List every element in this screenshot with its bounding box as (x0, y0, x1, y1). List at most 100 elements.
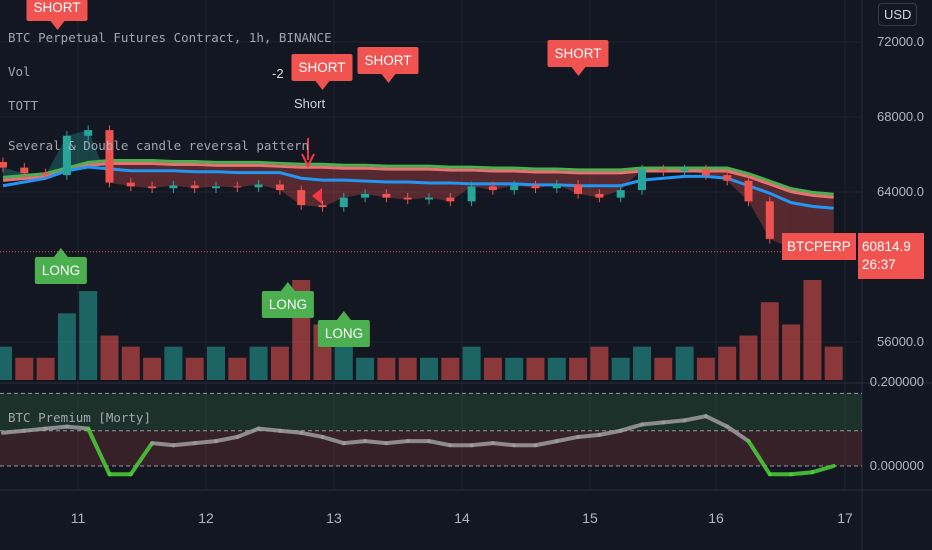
premium-line-segment (810, 464, 836, 475)
candle-body (701, 169, 710, 176)
volume-bar (803, 280, 822, 380)
premium-band-lower (0, 430, 862, 466)
time-tick: 14 (454, 510, 470, 526)
candle-body (41, 173, 50, 176)
legend-pattern[interactable]: Several & Double candle reversal pattern (8, 138, 310, 153)
premium-line-segment (256, 426, 282, 433)
candle-body (148, 186, 157, 189)
time-tick: 15 (582, 510, 598, 526)
volume-bar (36, 357, 55, 380)
currency-button[interactable]: USD (878, 3, 918, 26)
long-signal: LONG (261, 282, 315, 318)
volume-bar (633, 346, 651, 380)
volume-bar (547, 357, 566, 380)
premium-tick-0: 0.000000 (869, 458, 924, 473)
volume-bar (228, 357, 247, 380)
price-tick-56000: 56000.0 (877, 334, 924, 349)
premium-line-segment (746, 439, 772, 477)
volume-bar (696, 357, 715, 380)
volume-bar (483, 357, 502, 380)
premium-line-segment (150, 441, 176, 448)
volume-bar (121, 346, 140, 380)
symbol-price-tag: BTCPERP (782, 233, 856, 260)
volume-bar (249, 346, 268, 380)
volume-bar (526, 357, 545, 380)
volume-bar (15, 357, 34, 380)
premium-line-segment (1, 428, 27, 435)
volume-bar (270, 346, 289, 380)
volume-bar (420, 357, 438, 380)
premium-line-segment (299, 430, 325, 439)
premium-line-segment (384, 439, 410, 446)
premium-line-segment (22, 426, 48, 433)
premium-line-segment (86, 426, 112, 477)
premium-line-segment (703, 414, 730, 429)
volume-bar (398, 357, 417, 380)
long-signal: LONG (34, 248, 88, 284)
short-signal: SHORT (26, 0, 88, 30)
ott-fill (386, 167, 408, 200)
short-text: Short (294, 96, 326, 111)
premium-line-segment (214, 434, 240, 444)
premium-line-segment (490, 441, 517, 448)
premium-line-segment (640, 420, 666, 427)
candle-body (275, 184, 284, 191)
candle-body (510, 185, 519, 191)
ott-fill (45, 135, 67, 176)
candle-body (212, 186, 220, 189)
candle-body (169, 185, 178, 189)
time-tick: 17 (837, 510, 853, 526)
candle-body (488, 186, 497, 191)
premium-line-segment (320, 434, 346, 446)
last-price: 60814.9 (862, 239, 911, 254)
short-signal: SHORT (547, 40, 609, 76)
volume-bar (590, 346, 609, 380)
ott-fill (216, 163, 238, 188)
premium-line-segment (554, 434, 581, 444)
candle-body (382, 193, 391, 198)
candle-body (552, 184, 561, 189)
volume-bar (675, 346, 694, 380)
premium-line-segment (235, 426, 261, 439)
ott-fill (556, 170, 579, 194)
candle-body (339, 197, 348, 207)
premium-line-segment (43, 424, 69, 431)
premium-line-segment (725, 424, 751, 444)
premium-line-segment (192, 439, 218, 446)
ott-fill (429, 167, 451, 202)
legend-symbol[interactable]: BTC Perpetual Futures Contract, 1h, BINA… (8, 30, 332, 45)
volume-bar (377, 357, 396, 380)
ott-fill (322, 165, 344, 207)
short-signal: SHORT (291, 54, 353, 90)
legend-tott[interactable]: TOTT (8, 98, 39, 113)
premium-line-segment (64, 424, 91, 431)
candle-body (765, 201, 774, 239)
volume-bar (782, 324, 801, 380)
premium-line-segment (618, 422, 644, 433)
candle-body (680, 169, 689, 172)
candle-body (105, 130, 114, 183)
volume-bar (164, 346, 183, 380)
candle-body (425, 197, 433, 200)
volume-bar (462, 346, 481, 380)
candle-body (638, 169, 646, 191)
volume-bar (0, 346, 12, 380)
candle-body (297, 190, 306, 206)
candle-body (403, 197, 412, 200)
legend-premium[interactable]: BTC Premium [Morty] (8, 410, 151, 425)
candle-body (595, 193, 604, 198)
candle-body (446, 197, 455, 202)
legend-volume[interactable]: Vol (8, 64, 31, 79)
candle-body (254, 184, 263, 188)
ott-fill (194, 162, 216, 189)
premium-line-segment (341, 439, 368, 446)
volume-bar (654, 357, 673, 380)
last-price-tag: 60814.9 26:37 (858, 233, 924, 279)
short-count: -2 (272, 66, 284, 81)
premium-line-segment (789, 470, 815, 477)
premium-tick-0.2: 0.200000 (869, 374, 924, 386)
candle-body (723, 175, 732, 181)
candle-body (467, 186, 476, 202)
